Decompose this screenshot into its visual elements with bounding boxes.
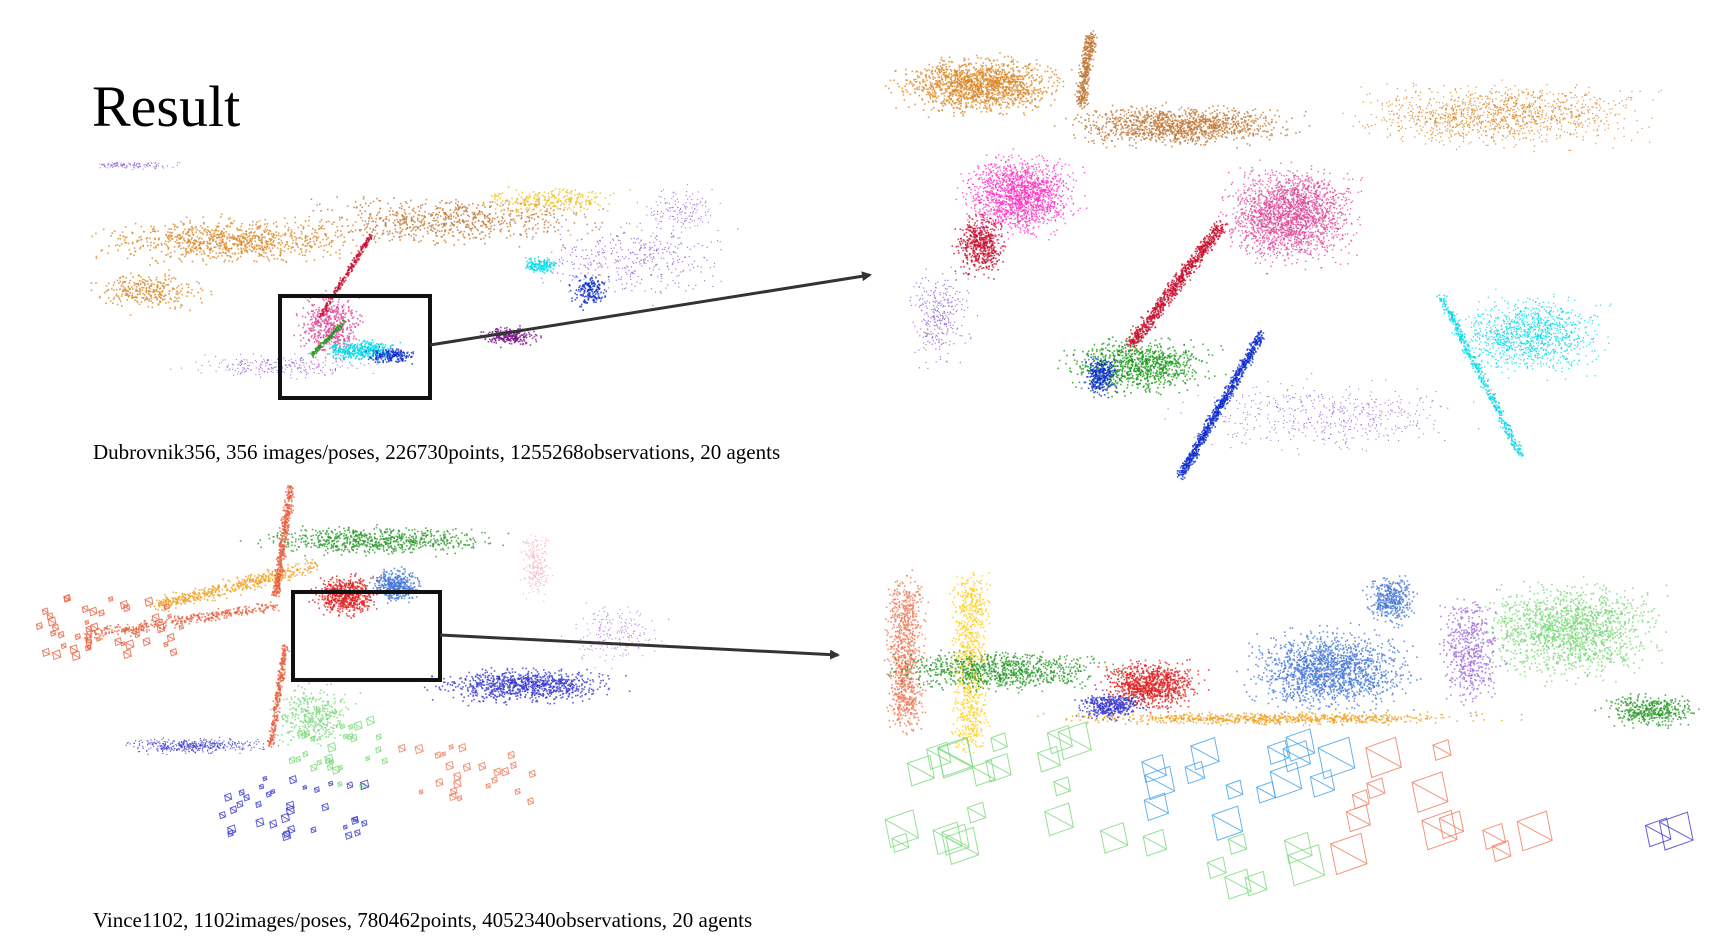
slide-title: Result: [92, 78, 240, 136]
dubrovnik-overview-pointcloud: [30, 150, 770, 445]
venice-overview-pointcloud: [15, 485, 760, 885]
dubrovnik-zoomed-pointcloud: [880, 15, 1685, 490]
dubrovnik-caption: Dubrovnik356, 356 images/poses, 226730po…: [93, 440, 780, 465]
venice-caption: Vince1102, 1102images/poses, 780462point…: [93, 908, 752, 933]
venice-zoomed-pointcloud: [850, 520, 1712, 928]
